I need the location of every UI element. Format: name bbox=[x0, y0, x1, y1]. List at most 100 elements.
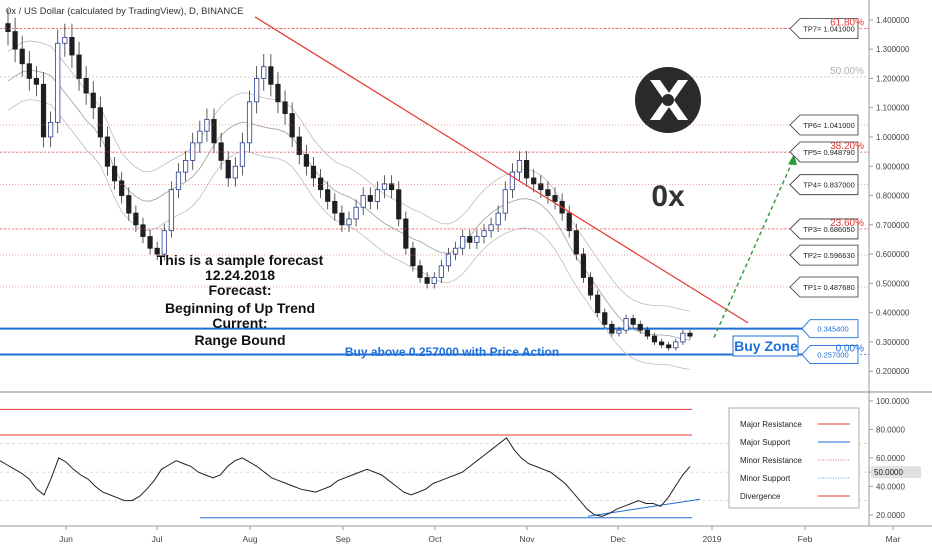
buy-zone-label: Buy Zone bbox=[734, 338, 798, 354]
fib-level-label: 23.60% bbox=[830, 218, 864, 229]
candle-body bbox=[26, 63, 32, 79]
candle-body bbox=[261, 66, 267, 79]
candle-body bbox=[623, 318, 629, 331]
forecast-text-line: Forecast: bbox=[208, 282, 271, 298]
candle-body bbox=[275, 83, 281, 103]
candle-body bbox=[481, 230, 487, 237]
candle-body bbox=[310, 165, 317, 179]
candle-body bbox=[83, 78, 89, 94]
x-tick-label: Aug bbox=[242, 534, 257, 544]
rsi-line bbox=[0, 437, 691, 517]
candle-body bbox=[5, 23, 11, 32]
price-tick-label: 0.500000 bbox=[876, 279, 910, 288]
fib-level-label: 50.00% bbox=[830, 66, 864, 77]
price-tick-label: 0.600000 bbox=[876, 250, 910, 259]
candle-body bbox=[381, 183, 388, 191]
fib-level-label: 0.00% bbox=[836, 344, 864, 355]
price-tick-label: 1.100000 bbox=[876, 104, 910, 113]
candle-body bbox=[673, 341, 679, 349]
candle-body bbox=[133, 212, 139, 226]
price-panel: TP7= 1.041000 TP6= 1.041000 TP5= 0.948790 T… bbox=[0, 0, 932, 526]
logo-text: 0x bbox=[651, 180, 685, 213]
candle-body bbox=[296, 136, 302, 155]
candle-body bbox=[460, 236, 466, 249]
candle-body bbox=[76, 54, 82, 79]
zone-label-box bbox=[801, 319, 859, 339]
candle-body bbox=[140, 224, 146, 237]
rsi-legend-label: Minor Resistance bbox=[740, 456, 802, 465]
candle-body bbox=[175, 171, 182, 191]
downtrend-line bbox=[254, 16, 749, 324]
target-label: TP4= 0.837000 bbox=[803, 181, 855, 190]
candle-body bbox=[666, 344, 672, 349]
target-label-box bbox=[789, 174, 859, 196]
candle-body bbox=[360, 195, 366, 208]
chart-title: 0x / US Dollar (calculated by TradingVie… bbox=[6, 6, 243, 17]
candle-body bbox=[183, 159, 189, 173]
target-label: TP2= 0.596630 bbox=[803, 251, 855, 260]
candle-body bbox=[438, 265, 444, 278]
candle-body bbox=[303, 154, 309, 167]
target-label-box bbox=[789, 141, 859, 163]
price-tick-label: 0.700000 bbox=[876, 221, 910, 230]
candle-body bbox=[97, 107, 103, 138]
rsi-divergence-line bbox=[587, 498, 701, 517]
zone-labels: 0.345400 0.257000 bbox=[801, 319, 859, 364]
candle-body bbox=[630, 318, 636, 325]
candle-body bbox=[424, 277, 430, 284]
candle-body bbox=[396, 189, 402, 220]
candle-body bbox=[204, 119, 210, 132]
target-label: TP1= 0.487680 bbox=[803, 283, 855, 292]
candle-body bbox=[417, 265, 423, 278]
buy-zone-label-box bbox=[732, 335, 799, 357]
candle-body bbox=[19, 48, 25, 65]
candle-body bbox=[687, 332, 693, 337]
candle-body bbox=[516, 159, 523, 173]
target-label-box bbox=[789, 244, 859, 266]
target-label: TP6= 1.041000 bbox=[803, 121, 855, 130]
candle-body bbox=[531, 177, 537, 185]
buy-zone-note: Buy above 0.257000 with Price Action bbox=[345, 345, 559, 359]
candle-body bbox=[431, 277, 437, 284]
x-tick-label: Oct bbox=[428, 534, 442, 544]
rsi-legend-label: Major Support bbox=[740, 438, 791, 447]
candle-body bbox=[268, 66, 274, 85]
candle-body bbox=[239, 142, 246, 167]
price-tick-label: 0.400000 bbox=[876, 309, 910, 318]
candle-body bbox=[289, 113, 295, 138]
forecast-text-line: 12.24.2018 bbox=[205, 267, 275, 283]
candle-body bbox=[246, 101, 253, 144]
x-tick-label: Feb bbox=[798, 534, 813, 544]
candle-body bbox=[282, 101, 288, 114]
x-tick-label: Sep bbox=[335, 534, 350, 544]
candle-body bbox=[367, 195, 373, 202]
candle-body bbox=[346, 218, 352, 226]
candle-body bbox=[488, 224, 494, 232]
candle-body bbox=[680, 332, 686, 343]
rsi-legend-label: Major Resistance bbox=[740, 420, 802, 429]
candle-body bbox=[147, 236, 153, 249]
candle-body bbox=[651, 335, 658, 343]
candle-body bbox=[353, 206, 359, 220]
candle-body bbox=[602, 312, 608, 325]
candle-body bbox=[644, 329, 650, 337]
candle-body bbox=[218, 142, 224, 161]
rsi-tick-label: 60.0000 bbox=[876, 454, 905, 463]
candle-body bbox=[12, 31, 18, 50]
candle-body bbox=[104, 136, 111, 167]
candle-body bbox=[111, 165, 118, 182]
x-axis-ticks: Jun Jul Aug Sep Oct Nov Dec 2019 Feb Mar bbox=[59, 526, 900, 544]
candle-body bbox=[445, 253, 452, 267]
rsi-tick-label: 80.0000 bbox=[876, 425, 905, 434]
price-y-ticks: 1.400000 1.300000 1.200000 1.100000 1.000000… bbox=[869, 16, 910, 376]
zone-label-box bbox=[801, 345, 859, 364]
x-tick-label: Mar bbox=[886, 534, 901, 544]
rsi-levels bbox=[0, 408, 869, 519]
candle-body bbox=[609, 323, 615, 334]
x-tick-label: Nov bbox=[519, 534, 535, 544]
candle-body bbox=[467, 236, 473, 243]
fib-labels: 61.80% 50.00% 38.20% 23.60% 0.00% bbox=[830, 18, 864, 355]
candle-body bbox=[566, 212, 572, 232]
target-labels: TP7= 1.041000 TP6= 1.041000 TP5= 0.948790 T… bbox=[0, 18, 869, 298]
fib-level-label: 61.80% bbox=[830, 18, 864, 29]
